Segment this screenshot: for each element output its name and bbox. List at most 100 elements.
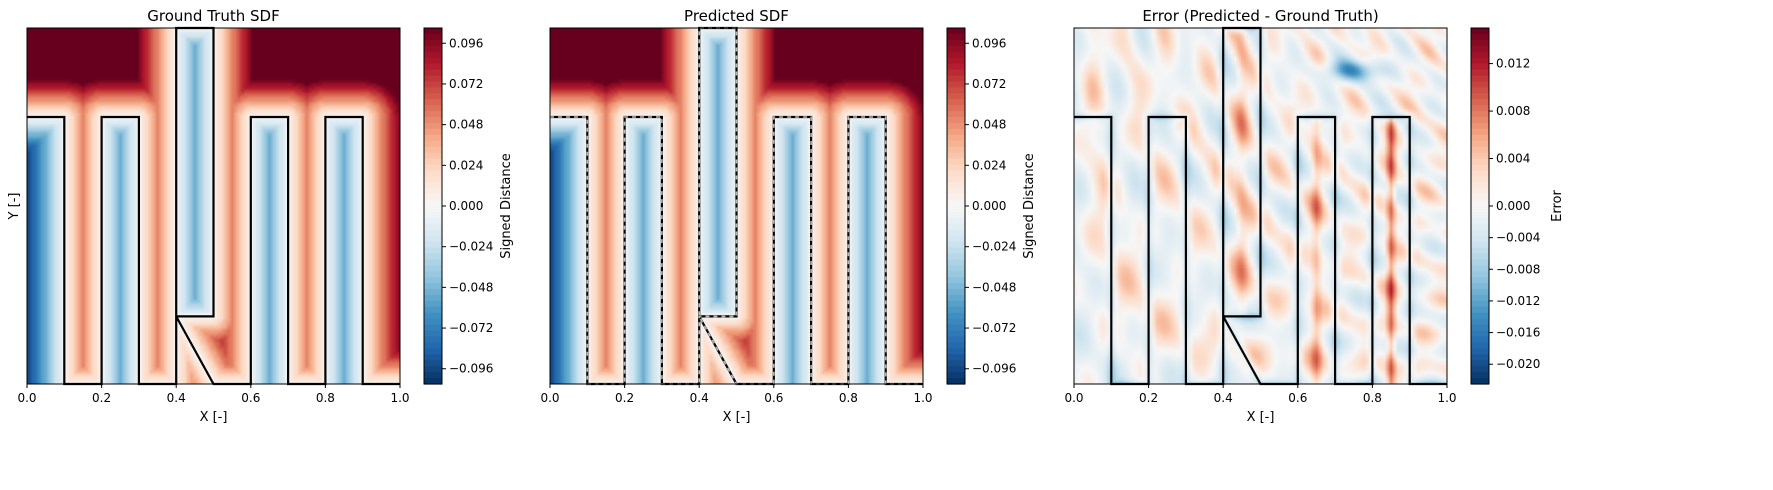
panel-title: Error (Predicted - Ground Truth) (1142, 7, 1378, 25)
colorbar-band (424, 69, 442, 77)
colorbar-band (424, 182, 442, 189)
colorbar-band (947, 158, 965, 166)
colorbar-band (947, 289, 965, 296)
colorbar-band (424, 217, 442, 225)
colorbar-band (947, 182, 965, 189)
colorbar-band (1471, 253, 1489, 260)
colorbar-band (424, 39, 442, 47)
x-tick-label: 0.2 (92, 391, 111, 405)
colorbar-band (1471, 99, 1489, 106)
colorbar-band (424, 247, 442, 255)
colorbar-band (1471, 57, 1489, 65)
colorbar-band (424, 265, 442, 272)
colorbar-band (947, 295, 965, 302)
panel-title: Predicted SDF (684, 7, 789, 25)
colorbar-band (1471, 146, 1489, 154)
colorbar-tick-label: −0.096 (972, 362, 1016, 376)
colorbar-band (947, 111, 965, 118)
colorbar-band (947, 194, 965, 201)
colorbar-band (1471, 28, 1489, 35)
colorbar-band (424, 235, 442, 243)
colorbar-band (1471, 111, 1489, 118)
colorbar-tick-label: −0.024 (449, 240, 493, 254)
y-axis-label: Y [-] (7, 193, 22, 221)
colorbar-band (947, 206, 965, 213)
colorbar-band (947, 99, 965, 106)
colorbar-band (424, 105, 442, 112)
colorbar-band (424, 63, 442, 71)
panel-2: Predicted SDF 0.0 0.2 0.4 0.6 0.8 1.0 X [-] 0.09… (540, 7, 1037, 425)
colorbar-band (1471, 378, 1489, 385)
colorbar-band (947, 69, 965, 77)
x-tick-label: 0.8 (839, 391, 858, 405)
colorbar-band (1471, 259, 1489, 266)
panel-1: Ground Truth SDF 0.0 0.2 0.4 0.6 0.8 1.0 X [-] Y… (7, 7, 514, 425)
colorbar-tick-label: 0.072 (972, 77, 1006, 91)
colorbar-band (1471, 194, 1489, 201)
colorbar-band (947, 330, 965, 338)
colorbar-tick-label: 0.012 (1496, 57, 1530, 71)
colorbar-label: Signed Distance (499, 153, 514, 259)
colorbar-band (1471, 289, 1489, 296)
x-axis-label: X [-] (723, 410, 751, 425)
colorbar-tick-label: −0.004 (1496, 231, 1540, 245)
colorbar-band (424, 188, 442, 195)
x-tick-label: 1.0 (390, 391, 409, 405)
colorbar-band (947, 81, 965, 88)
colorbar-band (424, 57, 442, 65)
colorbar-band (1471, 354, 1489, 361)
colorbar-band (947, 271, 965, 278)
colorbar-band (947, 45, 965, 53)
colorbar-band (1471, 229, 1489, 237)
colorbar-band (947, 283, 965, 290)
colorbar-tick-label: 0.072 (449, 77, 483, 91)
colorbar-band (424, 253, 442, 260)
colorbar-tick-label: 0.048 (449, 118, 483, 132)
x-tick-label: 0.0 (17, 391, 36, 405)
colorbar-band (1471, 241, 1489, 249)
colorbar-band (947, 366, 965, 373)
colorbar-band (424, 93, 442, 100)
colorbar-band (424, 176, 442, 183)
colorbar-tick-label: −0.048 (449, 280, 493, 294)
colorbar-band (424, 51, 442, 59)
colorbar-band (424, 99, 442, 106)
colorbar-band (424, 283, 442, 290)
colorbar-band (1471, 176, 1489, 183)
colorbar-band (947, 164, 965, 171)
colorbar-band (1471, 283, 1489, 290)
colorbar-band (947, 241, 965, 249)
colorbar-band (424, 324, 442, 332)
colorbar-band (947, 134, 965, 142)
colorbar-tick-label: 0.024 (972, 158, 1006, 172)
colorbar-tick-label: −0.020 (1496, 357, 1540, 371)
colorbar-band (424, 87, 442, 94)
panel-title: Ground Truth SDF (147, 7, 279, 25)
colorbar-band (947, 253, 965, 260)
colorbar-band (424, 111, 442, 118)
colorbar-band (424, 295, 442, 302)
colorbar-band (947, 259, 965, 266)
colorbar-band (424, 330, 442, 338)
colorbar-band (947, 188, 965, 195)
panel-3: Error (Predicted - Ground Truth) 0.0 0.2 0.… (1064, 7, 1565, 425)
colorbar-band (1471, 164, 1489, 171)
colorbar-band (1471, 45, 1489, 53)
x-tick-label: 0.4 (167, 391, 186, 405)
colorbar-band (1471, 158, 1489, 166)
colorbar-band (947, 348, 965, 355)
colorbar-band (947, 306, 965, 314)
colorbar-tick-label: −0.048 (972, 280, 1016, 294)
colorbar-band (1471, 271, 1489, 278)
colorbar-band (424, 134, 442, 142)
colorbar-tick-label: 0.000 (449, 199, 483, 213)
colorbar-band (947, 217, 965, 225)
colorbar-band (1471, 223, 1489, 231)
colorbar-band (1471, 140, 1489, 148)
colorbar-band (947, 75, 965, 82)
colorbar-band (1471, 200, 1489, 207)
colorbar-band (424, 152, 442, 160)
colorbar-band (424, 271, 442, 278)
colorbar-band (947, 39, 965, 47)
colorbar-band (947, 63, 965, 71)
